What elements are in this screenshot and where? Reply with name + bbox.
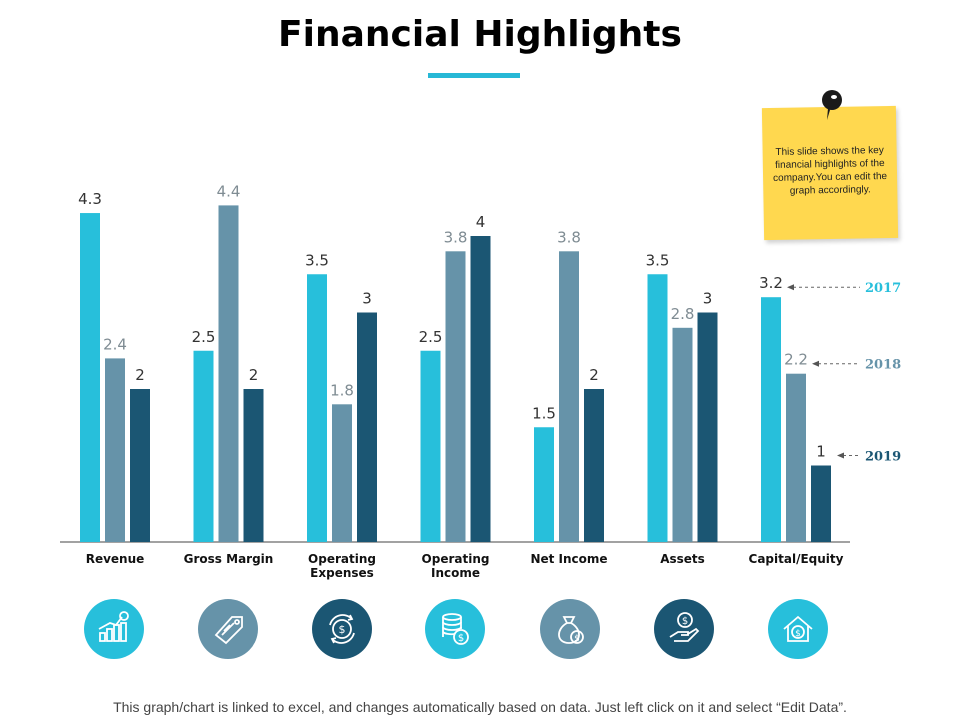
data-label-2019-5: 3 <box>703 290 713 308</box>
data-label-2019-3: 4 <box>476 213 486 231</box>
x-tick-label-2-2: Expenses <box>310 566 374 580</box>
bar-2019-4 <box>584 389 604 542</box>
bar-2018-1 <box>218 205 239 542</box>
svg-text:$: $ <box>458 633 464 644</box>
svg-text:$: $ <box>574 634 580 644</box>
price-tag-icon <box>198 599 258 659</box>
data-label-2018-4: 3.8 <box>557 228 581 246</box>
bar-chart: 4.3 2.4 2 Revenue 2.5 4.4 2 Gross Margin 3.5 1.8 3… <box>60 182 901 580</box>
bar-2017-3 <box>420 350 441 542</box>
data-label-2018-1: 4.4 <box>217 182 241 200</box>
x-tick-label-6: Capital/Equity <box>749 552 844 566</box>
sticky-note-text: This slide shows the key financial highl… <box>772 145 888 197</box>
bar-2017-6 <box>761 297 781 542</box>
bar-2017-1 <box>193 350 214 542</box>
bar-2017-5 <box>647 274 668 542</box>
legend-label-2017: 2017 <box>865 281 901 296</box>
legend-arrow-2019 <box>837 452 844 459</box>
bar-2019-5 <box>697 312 718 542</box>
title-underline <box>428 73 520 78</box>
svg-text:$: $ <box>682 616 688 627</box>
legend-arrow-2018 <box>812 360 819 367</box>
x-tick-label-1: Gross Margin <box>184 552 274 566</box>
legend-arrow-2017 <box>787 284 794 291</box>
bar-2018-3 <box>445 251 466 543</box>
x-tick-label-5: Assets <box>660 552 705 566</box>
bar-2019-1 <box>243 389 264 542</box>
hand-coin-icon: $ <box>654 599 714 659</box>
house-dollar-icon: $ <box>768 599 828 659</box>
data-label-2019-2: 3 <box>362 290 372 308</box>
data-label-2019-1: 2 <box>249 366 259 384</box>
data-label-2017-5: 3.5 <box>646 251 670 269</box>
data-label-2018-3: 3.8 <box>444 228 468 246</box>
bar-2018-4 <box>559 251 579 543</box>
svg-text:$: $ <box>339 623 346 636</box>
x-tick-label-3: Operating <box>422 552 490 566</box>
data-label-2018-6: 2.2 <box>784 351 808 369</box>
bar-2018-6 <box>786 373 806 542</box>
growth-chart-icon <box>84 599 144 659</box>
bar-2018-5 <box>672 327 693 542</box>
data-label-2019-0: 2 <box>135 366 145 384</box>
x-tick-label-3-2: Income <box>431 566 480 580</box>
data-label-2017-6: 3.2 <box>759 274 783 292</box>
x-tick-label-0: Revenue <box>86 552 145 566</box>
pushpin-icon <box>822 90 842 120</box>
bar-2017-0 <box>80 213 100 543</box>
data-label-2017-0: 4.3 <box>78 190 102 208</box>
money-bag-icon: $ <box>540 599 600 659</box>
page-title: Financial Highlights <box>278 14 682 55</box>
data-label-2017-4: 1.5 <box>532 404 556 422</box>
data-label-2018-0: 2.4 <box>103 335 127 353</box>
legend-label-2019: 2019 <box>865 450 901 465</box>
bar-2019-0 <box>130 389 150 542</box>
x-tick-label-4: Net Income <box>530 552 607 566</box>
svg-text:$: $ <box>795 629 801 639</box>
data-label-2018-5: 2.8 <box>671 305 695 323</box>
bar-2017-4 <box>534 427 554 542</box>
footer-note: This graph/chart is linked to excel, and… <box>113 699 847 715</box>
bar-2019-6 <box>811 465 831 542</box>
bar-2019-3 <box>470 236 491 542</box>
data-label-2019-6: 1 <box>816 443 826 461</box>
x-tick-label-2: Operating <box>308 552 376 566</box>
data-label-2018-2: 1.8 <box>330 381 354 399</box>
bar-2018-2 <box>332 404 352 542</box>
data-label-2017-1: 2.5 <box>192 328 216 346</box>
data-label-2017-2: 3.5 <box>305 251 329 269</box>
bar-2019-2 <box>357 312 377 542</box>
coin-stack-icon: $ <box>425 599 485 659</box>
data-label-2019-4: 2 <box>589 366 599 384</box>
bar-2018-0 <box>105 358 125 542</box>
legend-label-2018: 2018 <box>865 358 901 373</box>
bar-2017-2 <box>307 274 327 542</box>
currency-cycle-icon: $ <box>312 599 372 659</box>
data-label-2017-3: 2.5 <box>419 328 443 346</box>
